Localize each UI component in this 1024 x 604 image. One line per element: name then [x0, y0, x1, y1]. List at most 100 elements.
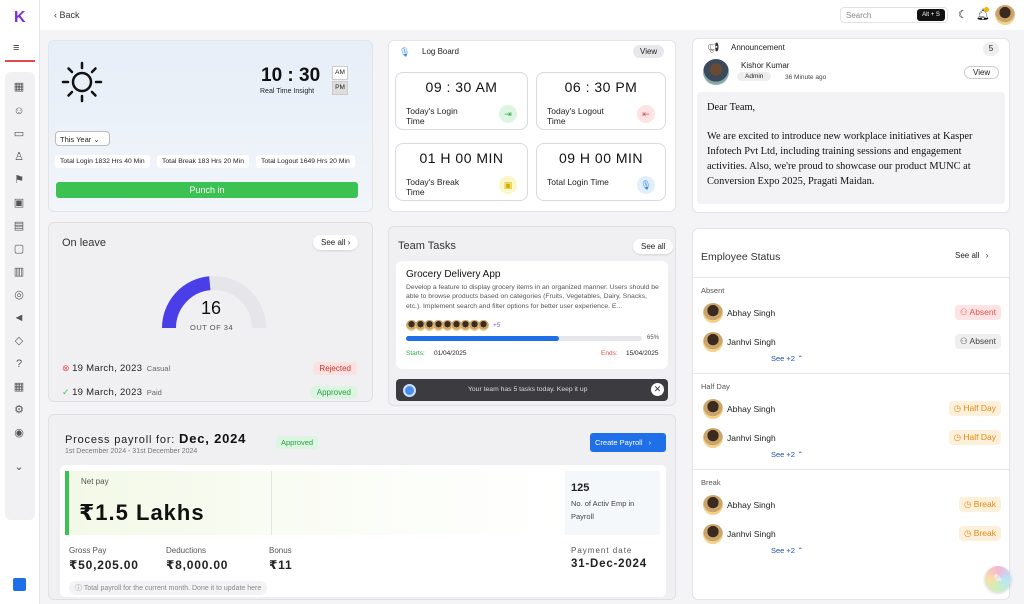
employee-name: Abhay Singh: [727, 500, 776, 510]
emp-count-label: No. of Activ Emp in Payroll: [571, 499, 635, 521]
period-select[interactable]: This Year ⌄: [55, 131, 110, 146]
emp-count-box: 125 No. of Activ Emp in Payroll: [565, 471, 660, 535]
announcement-greeting: Dear Team,: [707, 102, 756, 113]
see-more-break[interactable]: See +2 ⌃: [771, 546, 803, 555]
team-icon[interactable]: ☺: [13, 105, 25, 117]
user-icon[interactable]: ♙: [14, 151, 24, 163]
employee-row[interactable]: Janhvi Singh ◷ Break: [701, 523, 1001, 545]
profile-icon[interactable]: ▢: [13, 243, 25, 255]
log-board-card: 🎙︎ Log Board View 09 : 30 AM Today's Log…: [388, 40, 676, 212]
status-label: Absent: [969, 336, 996, 346]
gross-pay-label: Gross Pay: [69, 546, 107, 555]
support-fab[interactable]: ✎: [985, 566, 1011, 592]
divider: [693, 469, 1009, 470]
status-badge: ◷ Half Day: [948, 430, 1001, 445]
emp-count: 125: [571, 482, 590, 494]
employee-status-title: Employee Status: [701, 251, 781, 263]
gross-pay-value: ₹50,205.00: [69, 558, 139, 572]
group-label-half-day: Half Day: [701, 382, 730, 391]
task-toast: Your team has 5 tasks today. Keep it up …: [396, 379, 668, 401]
see-more-half-day[interactable]: See +2 ⌃: [771, 450, 803, 459]
toast-close-button[interactable]: ✕: [651, 383, 664, 396]
current-time: 10 : 30: [261, 65, 321, 86]
message-icon[interactable]: ▣: [13, 197, 25, 209]
break-time-label: Today's Break Time: [406, 177, 460, 197]
punch-in-button[interactable]: Punch in: [56, 182, 358, 198]
employee-name: Janhvi Singh: [727, 529, 776, 539]
tag-icon[interactable]: ◇: [14, 335, 24, 347]
back-button[interactable]: ‹ Back: [54, 10, 80, 20]
payroll-month: Dec, 2024: [179, 431, 247, 446]
leave-item[interactable]: ⊗ 19 March, 2023 Casual Rejected: [62, 362, 365, 377]
active-underline: [5, 60, 35, 62]
leave-see-all-button[interactable]: See all ›: [313, 235, 359, 250]
status-badge: ⚇ Absent: [955, 334, 1001, 349]
leave-out-of: OUT OF 34: [190, 323, 234, 332]
see-all-label: See all: [321, 238, 346, 247]
user-avatar[interactable]: [995, 5, 1015, 25]
announcement-title: Announcement: [731, 43, 785, 52]
help-icon[interactable]: ?: [15, 358, 23, 370]
info-icon: ⓘ: [75, 585, 82, 592]
app-logo[interactable]: K: [14, 9, 26, 26]
clock-icon: ◷: [963, 499, 972, 509]
notification-bell-icon[interactable]: 🔔︎: [976, 9, 990, 21]
employee-row[interactable]: Abhay Singh ◷ Half Day: [701, 398, 1001, 420]
chevron-up-icon: ⌃: [797, 546, 804, 555]
id-card-icon[interactable]: ▤: [13, 220, 25, 232]
bonus-label: Bonus: [269, 546, 292, 555]
see-more-absent[interactable]: See +2 ⌃: [771, 354, 803, 363]
login-time-box: 09 : 30 AM Today's Login Time ⇥: [395, 72, 528, 130]
employee-name: Abhay Singh: [727, 308, 776, 318]
employee-avatar: [703, 428, 723, 448]
settings-icon[interactable]: ⚙: [14, 404, 24, 416]
logout-time-value: 06 : 30 PM: [564, 79, 638, 95]
time-caption: Real Time Insight: [260, 88, 315, 95]
activity-icon[interactable]: ⚑: [14, 174, 24, 186]
employee-row[interactable]: Janhvi Singh ◷ Half Day: [701, 427, 1001, 449]
dashboard-icon[interactable]: ▦: [13, 81, 25, 93]
employee-row[interactable]: Abhay Singh ⚇ Absent: [701, 302, 1001, 324]
payroll-range: 1st December 2024 - 31st December 2024: [65, 448, 198, 455]
create-payroll-button[interactable]: Create Payroll ›: [590, 433, 666, 452]
status-label: Half Day: [963, 403, 996, 413]
group-label-absent: Absent: [701, 286, 725, 295]
employee-name: Janhvi Singh: [727, 337, 776, 347]
chevron-down-icon: ⌄: [93, 135, 100, 144]
payroll-icon[interactable]: ▭: [13, 128, 25, 140]
employee-row[interactable]: Janhvi Singh ⚇ Absent: [701, 331, 1001, 353]
progress-fill: [406, 336, 560, 341]
status-see-all-button[interactable]: See all ›: [955, 251, 988, 260]
megaphone-icon[interactable]: ◄: [13, 312, 25, 324]
on-leave-title: On leave: [62, 237, 107, 249]
log-board-title: Log Board: [422, 47, 459, 56]
member-avatar: [415, 320, 426, 331]
dark-mode-icon[interactable]: ☾: [958, 9, 968, 21]
payroll-note-text: Total payroll for the current month. Don…: [83, 585, 262, 592]
calendar-icon[interactable]: ▦: [13, 381, 25, 393]
search-input[interactable]: Search: [840, 7, 948, 23]
announcement-view-button[interactable]: View: [964, 66, 1000, 79]
building-icon[interactable]: ▥: [13, 266, 25, 278]
menu-toggle-icon[interactable]: ≡: [13, 42, 20, 54]
employee-row[interactable]: Abhay Singh ◷ Break: [701, 494, 1001, 516]
leave-item[interactable]: ✓ 19 March, 2023 Paid Approved: [62, 386, 365, 401]
starts-label: Starts:: [406, 350, 425, 357]
payroll-title-prefix: Process payroll for:: [65, 434, 176, 446]
tasks-see-all-button[interactable]: See all: [633, 239, 674, 254]
leave-date: 19 March, 2023: [72, 387, 143, 398]
total-login-chip: Total Login 1832 Hrs 40 Min: [55, 155, 150, 168]
location-icon[interactable]: ◎: [14, 289, 24, 301]
pm-toggle[interactable]: PM: [332, 81, 348, 95]
log-view-button[interactable]: View: [633, 45, 665, 58]
employee-status-card: Employee Status See all › Absent Abhay S…: [692, 228, 1011, 600]
logout-time-label: Today's Logout Time: [547, 106, 604, 126]
am-toggle[interactable]: AM: [332, 66, 348, 80]
account-icon[interactable]: ◉: [14, 427, 24, 439]
chevron-down-icon[interactable]: ⌄: [14, 461, 24, 473]
employee-avatar: [703, 524, 723, 544]
leave-count: 16: [201, 298, 222, 318]
login-icon: ⇥: [499, 105, 517, 123]
member-avatar: [442, 320, 453, 331]
task-card[interactable]: Grocery Delivery App Develop a feature t…: [396, 261, 668, 369]
